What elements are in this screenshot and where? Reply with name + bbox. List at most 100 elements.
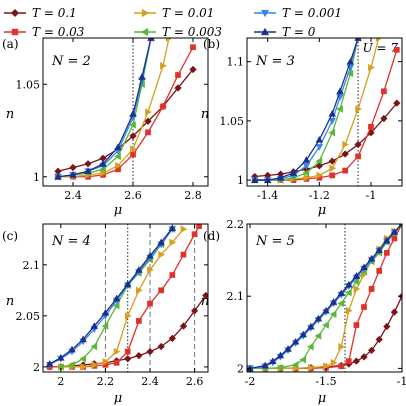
x-tick-label: -1 <box>397 375 406 388</box>
y-tick-label: 2.05 <box>16 310 41 323</box>
panel-a: (a) N = 2 μ n 2.4 2.6 2.8 1 1.05 <box>2 37 209 218</box>
data-point <box>91 361 99 369</box>
data-point <box>115 161 122 170</box>
data-point <box>57 353 65 361</box>
data-point <box>345 358 352 365</box>
data-point <box>160 103 166 110</box>
data-point <box>168 334 176 342</box>
data-point <box>174 84 182 92</box>
data-point <box>99 159 107 167</box>
data-point <box>79 355 86 363</box>
plot-frame <box>246 37 403 187</box>
y-tick-label: 2 <box>33 361 40 374</box>
panel-c-annotation: N = 4 <box>51 234 91 249</box>
data-point <box>160 62 167 70</box>
y-tick-label: 2 <box>237 362 244 375</box>
legend-label: T = 0.003 <box>162 25 222 39</box>
x-tick-label: 2.4 <box>64 189 82 202</box>
data-point <box>129 132 137 140</box>
data-point <box>157 238 165 246</box>
legend-marker <box>140 27 149 37</box>
data-point <box>68 361 75 369</box>
data-point <box>302 169 310 177</box>
data-point <box>322 306 330 314</box>
data-point <box>352 357 361 365</box>
data-point <box>135 266 143 273</box>
legend-label: T = 0.01 <box>162 6 214 20</box>
data-point <box>269 357 277 365</box>
data-point <box>54 172 62 180</box>
data-point <box>316 171 324 180</box>
legend-marker <box>260 9 270 18</box>
data-point <box>113 359 120 366</box>
data-point <box>383 236 391 244</box>
data-point <box>158 287 165 294</box>
data-point <box>90 342 98 351</box>
series-line <box>254 49 398 181</box>
data-point <box>169 272 176 278</box>
data-point <box>315 157 323 165</box>
series-group <box>45 224 208 371</box>
data-point <box>136 318 142 324</box>
data-point <box>276 173 285 181</box>
data-point <box>302 163 311 170</box>
data-point <box>329 298 338 305</box>
data-point <box>68 345 76 353</box>
data-point <box>367 254 376 262</box>
data-point <box>135 352 143 360</box>
data-point <box>338 363 345 370</box>
series-line <box>60 228 184 368</box>
data-point <box>391 235 398 242</box>
data-point <box>145 108 152 116</box>
panel-b-ylabel: n <box>201 107 209 122</box>
data-point <box>393 99 401 107</box>
data-point <box>337 299 345 308</box>
data-point <box>352 272 361 279</box>
data-point <box>338 343 346 351</box>
series-line <box>57 69 194 172</box>
x-tick-label: -2 <box>245 375 256 388</box>
data-point <box>138 73 146 80</box>
panel-a-xlabel: μ <box>114 203 122 218</box>
data-point <box>112 294 121 302</box>
legend-entry: T = 0.01 <box>134 6 214 20</box>
y-tick-label: 2.1 <box>23 259 41 272</box>
data-point <box>315 162 323 170</box>
panel-b: (b) N = 3 μ n -1.4 -1.2 -1 1 1.05 1.1 <box>201 37 403 218</box>
panel-c-ylabel: n <box>6 294 14 309</box>
panel-b-annotation: N = 3 <box>255 54 295 69</box>
panel-c-label: (c) <box>2 229 18 243</box>
legend-entry: T = 0.001 <box>254 6 342 20</box>
data-point <box>130 151 136 158</box>
data-point <box>341 150 349 158</box>
data-point <box>307 322 315 330</box>
data-point <box>147 266 154 274</box>
data-point <box>345 280 353 288</box>
data-point <box>344 288 352 297</box>
data-point <box>368 286 375 292</box>
legend-entry: T = 0.1 <box>4 6 77 20</box>
legend-entry: T = 0.03 <box>4 25 85 39</box>
data-point <box>130 145 137 153</box>
data-point <box>323 362 330 370</box>
x-tick-label: -1.2 <box>309 189 330 202</box>
data-point <box>315 144 324 151</box>
series-group <box>54 38 197 181</box>
data-point <box>329 310 337 318</box>
data-point <box>144 117 152 125</box>
data-point <box>302 156 311 163</box>
panel-c-xlabel: μ <box>114 391 122 406</box>
data-point <box>190 44 196 51</box>
y-tick-label: 2.2 <box>227 218 245 231</box>
series-line <box>49 228 173 366</box>
data-point <box>368 63 375 72</box>
plot-frame <box>246 223 403 373</box>
panel-d-annotation: N = 5 <box>255 234 295 249</box>
data-point <box>112 301 120 310</box>
data-point <box>90 322 98 329</box>
data-point <box>336 105 343 113</box>
data-point <box>124 280 132 288</box>
y-tick-label: 1.05 <box>220 115 245 128</box>
x-tick-label: 2.6 <box>186 375 204 388</box>
